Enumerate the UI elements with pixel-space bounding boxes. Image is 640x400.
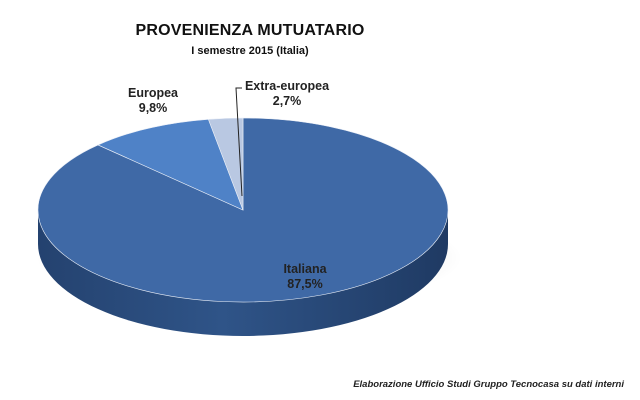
chart-subtitle: I semestre 2015 (Italia) [191, 45, 309, 57]
slice-value: 87,5% [287, 277, 323, 291]
slice-name: Europea [127, 86, 178, 100]
slice-value: 9,8% [138, 101, 168, 115]
source-note: Elaborazione Ufficio Studi Gruppo Tecnoc… [353, 379, 624, 390]
chart-title: PROVENIENZA MUTUATARIO [135, 22, 365, 39]
slice-name: Extra-europea [244, 79, 330, 93]
slice-label-extra-europea: Extra-europea 2,7% [232, 79, 342, 109]
pie-slice-extra-europea [207, 117, 244, 211]
slice-name: Italiana [283, 262, 327, 276]
slice-value: 2,7% [272, 94, 302, 108]
leader-line-extra-europea [235, 87, 243, 197]
slice-label-europea: Europea 9,8% [108, 86, 198, 116]
pie-slice-europea [97, 119, 244, 211]
pie-side-wall [38, 210, 448, 336]
slice-label-italiana: Italiana 87,5% [250, 262, 360, 292]
